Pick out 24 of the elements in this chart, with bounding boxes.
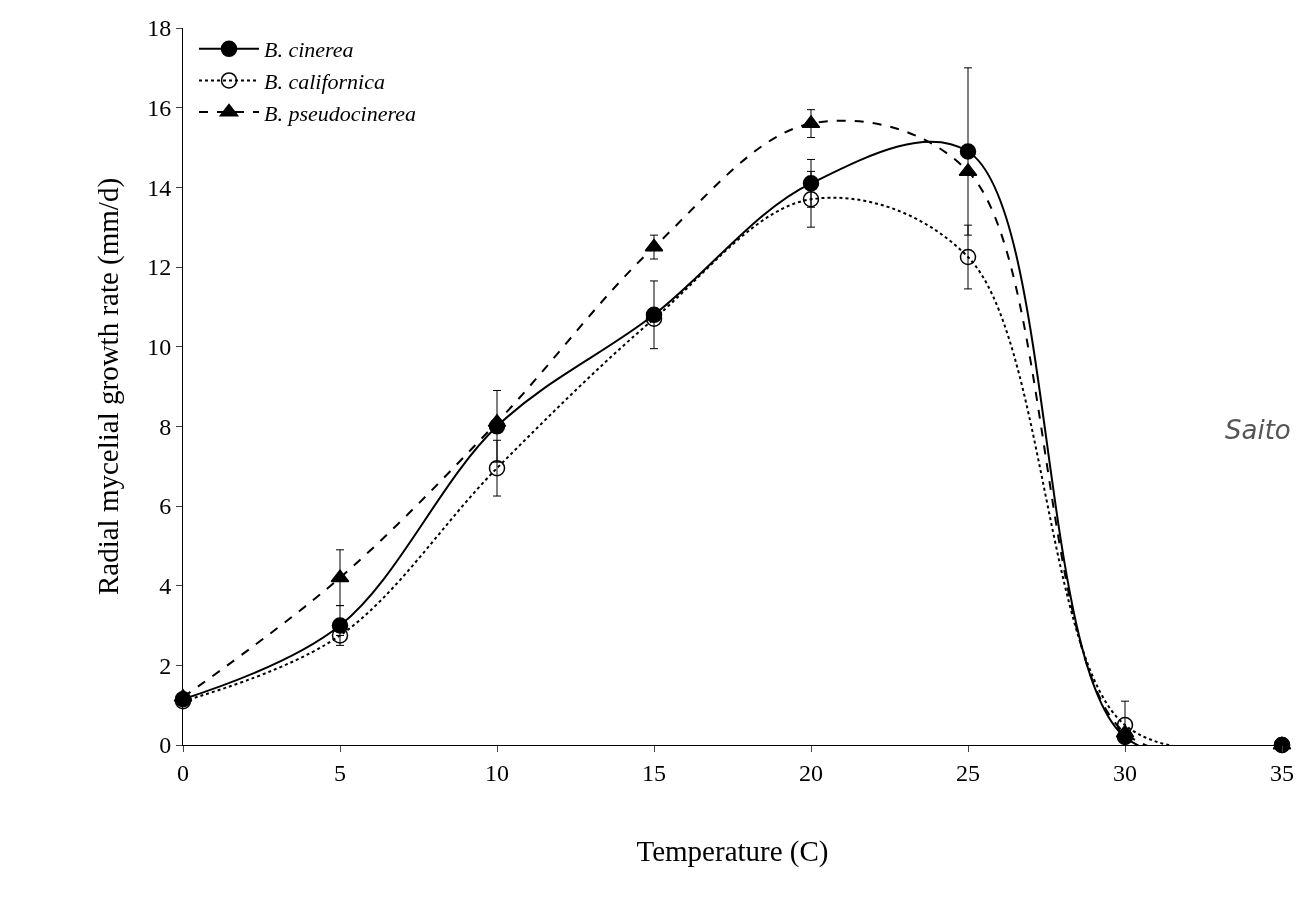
x-axis-title: Temperature (C) xyxy=(636,834,829,868)
y-tick-label: 18 xyxy=(147,15,172,42)
annotation: Saito xyxy=(1225,415,1291,445)
y-tick-label: 16 xyxy=(147,95,172,122)
x-tick-label: 5 xyxy=(334,759,346,786)
x-tick-label: 0 xyxy=(177,759,189,786)
x-tick-label: 20 xyxy=(799,759,823,786)
x-tick-label: 10 xyxy=(485,759,509,786)
x-tick-label: 25 xyxy=(956,759,980,786)
x-tick-label: 30 xyxy=(1113,759,1137,786)
y-tick-label: 12 xyxy=(147,254,172,281)
legend-label: B. cinerea xyxy=(263,37,354,63)
y-tick-label: 4 xyxy=(159,573,172,600)
legend-label: B. pseudocinerea xyxy=(263,100,416,126)
y-tick-label: 8 xyxy=(159,413,172,440)
y-axis-title: Radial mycelial growth rate (mm/d) xyxy=(91,177,125,596)
y-tick-label: 2 xyxy=(159,652,172,679)
y-tick-label: 10 xyxy=(147,334,172,361)
y-tick-label: 14 xyxy=(147,174,172,201)
legend-label: B. californica xyxy=(263,68,385,94)
y-tick-label: 0 xyxy=(159,732,172,759)
x-tick-label: 35 xyxy=(1270,759,1294,786)
y-tick-label: 6 xyxy=(159,493,172,520)
x-tick-label: 15 xyxy=(642,759,666,786)
